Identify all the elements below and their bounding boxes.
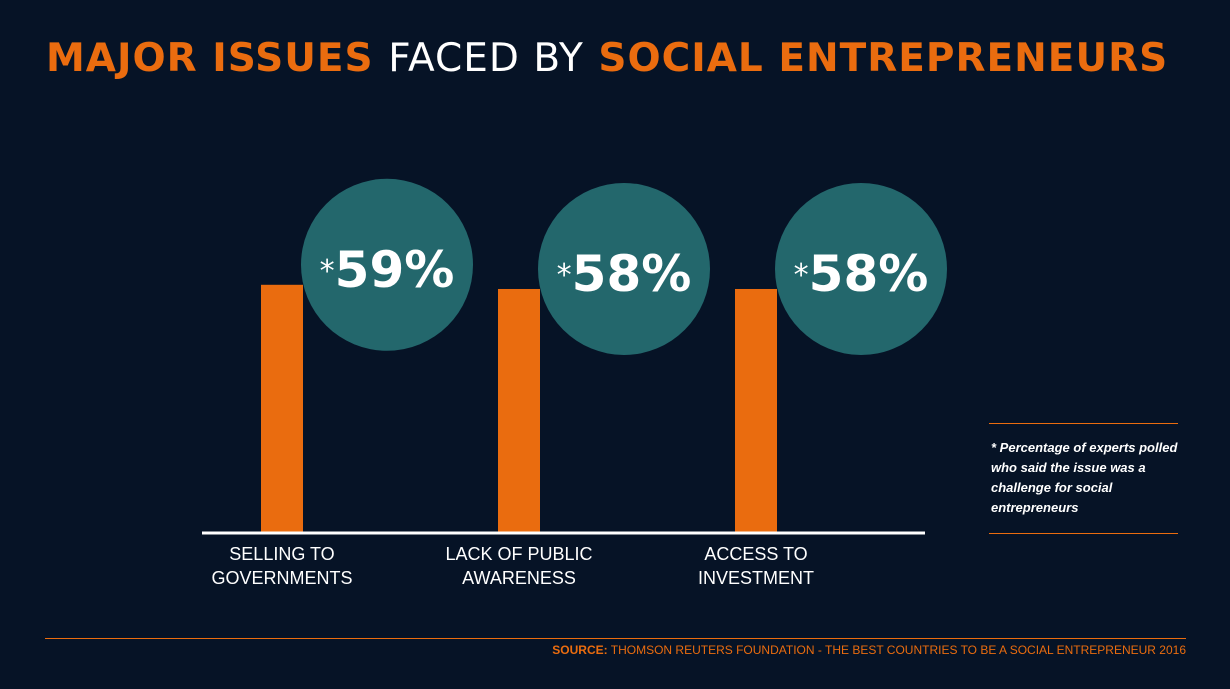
source-text: THOMSON REUTERS FOUNDATION - THE BEST CO… [610, 643, 1186, 657]
chart-title: MAJOR ISSUES FACED BY SOCIAL ENTREPRENEU… [46, 36, 1168, 83]
value-label-3: *58% [794, 245, 929, 303]
title-highlight-1: MAJOR ISSUES [46, 36, 374, 81]
bar-3 [735, 288, 777, 532]
value-number: 58% [809, 245, 929, 303]
value-label-2: *58% [557, 245, 692, 303]
category-label-2-line-2: AWARENESS [462, 568, 576, 588]
source-divider [45, 638, 1186, 639]
category-label-1-line-1: SELLING TO [229, 544, 334, 564]
value-label-1: *59% [320, 241, 455, 299]
title-light: FACED BY [388, 36, 584, 81]
value-number: 58% [572, 245, 692, 303]
value-number: 59% [335, 241, 455, 299]
asterisk-mark: * [794, 258, 809, 293]
value-bubble-2 [538, 182, 710, 355]
category-label-1-line-2: GOVERNMENTS [211, 568, 352, 588]
source-line: SOURCE: THOMSON REUTERS FOUNDATION - THE… [552, 643, 1186, 657]
value-bubble-1 [301, 178, 473, 351]
value-bubble-3 [775, 182, 947, 355]
footnote: * Percentage of experts polled who said … [989, 423, 1178, 534]
asterisk-mark: * [320, 254, 335, 289]
bar-1 [261, 284, 303, 532]
asterisk-mark: * [557, 258, 572, 293]
title-highlight-2: SOCIAL ENTREPRENEURS [598, 36, 1169, 81]
category-label-3-line-1: ACCESS TO [704, 544, 807, 564]
category-label-3-line-2: INVESTMENT [698, 568, 814, 588]
category-label-2-line-1: LACK OF PUBLIC [445, 544, 592, 564]
bar-2 [498, 288, 540, 532]
source-label: SOURCE: [552, 643, 608, 657]
